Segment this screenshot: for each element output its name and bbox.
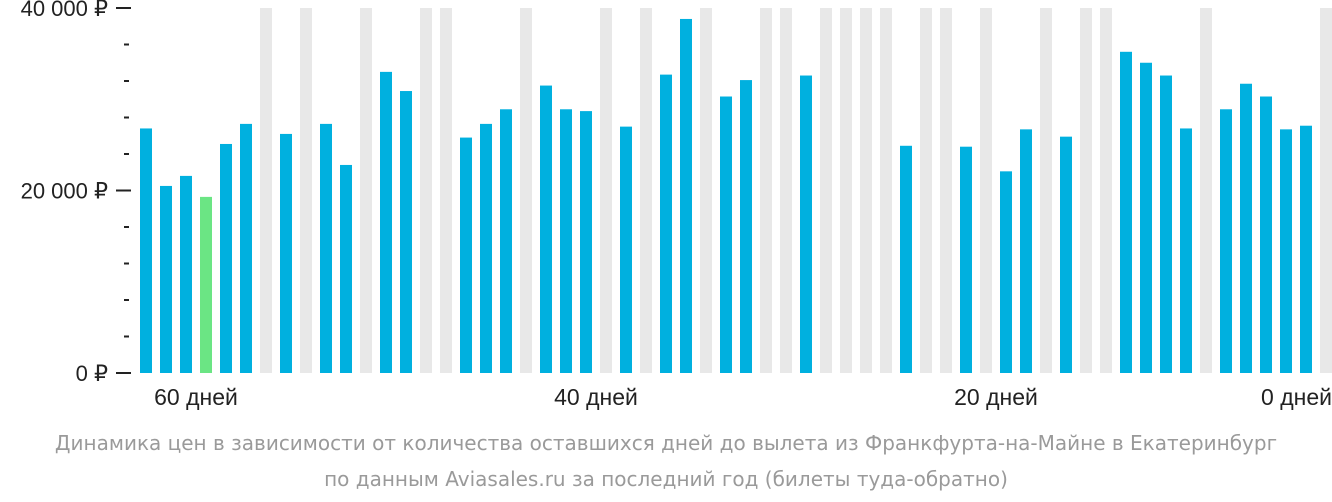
- bar-60-days: [140, 128, 152, 373]
- bar-48-days: [380, 71, 392, 373]
- bar-9-days: [1160, 75, 1172, 374]
- bar-36-days: [620, 126, 632, 373]
- bar-50-days: [340, 164, 352, 373]
- empty-column-13: [1080, 8, 1092, 373]
- bar-6-days: [1220, 109, 1232, 373]
- bar-2-days: [1300, 125, 1312, 374]
- empty-column-32: [700, 8, 712, 373]
- bar-33-days: [680, 18, 692, 373]
- empty-column-18: [980, 8, 992, 373]
- bar-56-days: [220, 143, 232, 373]
- empty-column-21: [920, 8, 932, 373]
- bar-14-days: [1060, 136, 1072, 373]
- y-axis: 0 ₽ 20 000 ₽ 40 000 ₽: [21, 0, 131, 386]
- empty-column-15: [1040, 8, 1052, 373]
- bar-47-days: [400, 91, 412, 373]
- bar-10-days: [1140, 62, 1152, 373]
- empty-column-45: [440, 8, 452, 373]
- empty-column-29: [760, 8, 772, 373]
- bar-30-days: [740, 80, 752, 374]
- bar-43-days: [480, 123, 492, 373]
- empty-column-26: [820, 8, 832, 373]
- bar-39-days: [560, 109, 572, 373]
- chart-caption-line-2: по данным Aviasales.ru за последний год …: [324, 467, 1008, 491]
- x-tick-label: 0 дней: [1261, 384, 1332, 410]
- bar-58-days: [180, 175, 192, 373]
- bar-27-days: [800, 75, 812, 374]
- empty-column-12: [1100, 8, 1112, 373]
- column-backgrounds: [260, 8, 1332, 373]
- empty-column-52: [300, 8, 312, 373]
- bars: [140, 18, 1312, 374]
- empty-column-49: [360, 8, 372, 373]
- x-tick-label: 20 дней: [954, 384, 1038, 410]
- bar-51-days: [320, 123, 332, 373]
- bar-34-days: [660, 74, 672, 374]
- bar-17-days: [1000, 171, 1012, 373]
- bar-5-days: [1240, 83, 1252, 374]
- x-tick-label: 60 дней: [154, 384, 238, 410]
- y-tick-label: 40 000 ₽: [21, 0, 108, 21]
- bar-16-days: [1020, 129, 1032, 373]
- bar-55-days: [240, 123, 252, 373]
- empty-column-25: [840, 8, 852, 373]
- empty-column-1: [1320, 8, 1332, 373]
- empty-column-41: [520, 8, 532, 373]
- empty-column-7: [1200, 8, 1212, 373]
- x-tick-label: 40 дней: [554, 384, 638, 410]
- bar-19-days: [960, 146, 972, 373]
- bar-3-days: [1280, 129, 1292, 373]
- y-tick-label: 20 000 ₽: [21, 179, 108, 204]
- empty-column-37: [600, 8, 612, 373]
- x-axis: 60 дней 40 дней 20 дней 0 дней: [154, 384, 1332, 410]
- bar-11-days: [1120, 51, 1132, 374]
- bar-40-days: [540, 85, 552, 373]
- chart-caption-line-1: Динамика цен в зависимости от количества…: [54, 431, 1278, 455]
- bar-53-days: [280, 133, 292, 373]
- empty-column-23: [880, 8, 892, 373]
- empty-column-24: [860, 8, 872, 373]
- empty-column-20: [940, 8, 952, 373]
- bar-42-days: [500, 109, 512, 373]
- bar-4-days: [1260, 96, 1272, 373]
- bar-44-days: [460, 137, 472, 373]
- bar-38-days: [580, 111, 592, 374]
- bar-57-days: [200, 196, 212, 373]
- y-tick-label: 0 ₽: [76, 361, 108, 386]
- empty-column-46: [420, 8, 432, 373]
- bar-8-days: [1180, 128, 1192, 373]
- empty-column-54: [260, 8, 272, 373]
- empty-column-35: [640, 8, 652, 373]
- bar-22-days: [900, 145, 912, 373]
- bar-31-days: [720, 96, 732, 373]
- empty-column-28: [780, 8, 792, 373]
- bar-59-days: [160, 185, 172, 373]
